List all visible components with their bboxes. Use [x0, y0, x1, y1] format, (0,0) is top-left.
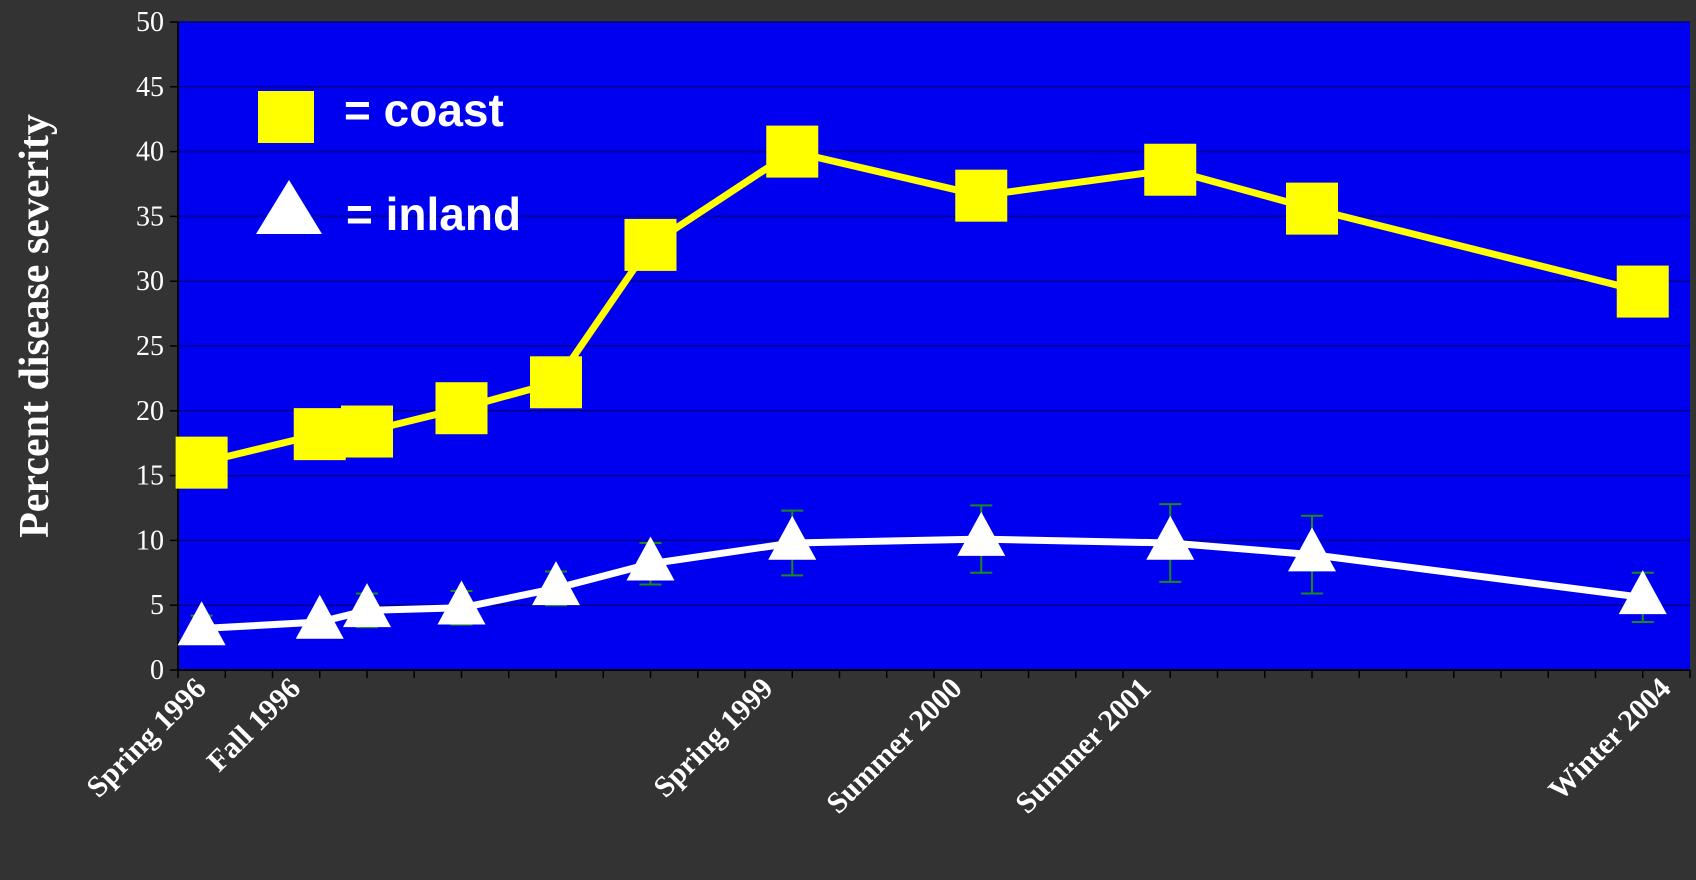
data-point-coast: [1616, 265, 1669, 318]
y-tick-label: 25: [136, 331, 164, 362]
legend-marker-inland: [256, 180, 322, 234]
y-axis-title: Percent disease severity: [12, 114, 58, 538]
y-tick-label: 0: [150, 655, 164, 686]
data-point-coast: [530, 356, 582, 409]
data-point-coast: [435, 382, 488, 435]
data-point-coast: [624, 218, 677, 271]
y-tick-label: 30: [136, 266, 164, 297]
data-point-inland: [1618, 570, 1667, 615]
y-tick-label: 15: [136, 461, 164, 492]
data-point-coast: [293, 408, 346, 461]
y-tick-label: 35: [136, 201, 164, 232]
data-point-coast: [1286, 182, 1338, 235]
series-coast: [175, 125, 1669, 489]
legend-marker-coast: [258, 91, 314, 143]
data-point-inland: [437, 580, 486, 625]
legend: = coast = inland: [256, 84, 521, 240]
y-tick-label: 10: [136, 525, 164, 556]
y-tick-label: 45: [136, 72, 164, 103]
data-point-inland: [295, 594, 344, 639]
series-inland: [177, 503, 1667, 646]
data-point-inland: [626, 536, 675, 581]
y-tick-label: 20: [136, 396, 164, 427]
data-point-coast: [1144, 143, 1197, 196]
gridlines: [178, 21, 1690, 606]
y-tick-label: 40: [136, 137, 164, 168]
data-point-coast: [341, 405, 393, 458]
y-tick-label: 5: [150, 590, 164, 621]
legend-label-inland: = inland: [346, 188, 521, 240]
data-point-coast: [955, 169, 1008, 222]
data-point-inland: [343, 583, 391, 628]
series-layer: [175, 125, 1669, 646]
data-point-coast: [175, 436, 228, 489]
data-point-inland: [957, 511, 1006, 556]
data-point-inland: [768, 515, 817, 560]
data-point-inland: [177, 601, 226, 646]
data-point-inland: [532, 561, 580, 606]
data-point-coast: [766, 125, 819, 178]
legend-label-coast: = coast: [344, 84, 504, 136]
data-point-inland: [1146, 515, 1195, 560]
data-point-inland: [1288, 527, 1336, 572]
y-tick-label: 50: [136, 7, 164, 38]
